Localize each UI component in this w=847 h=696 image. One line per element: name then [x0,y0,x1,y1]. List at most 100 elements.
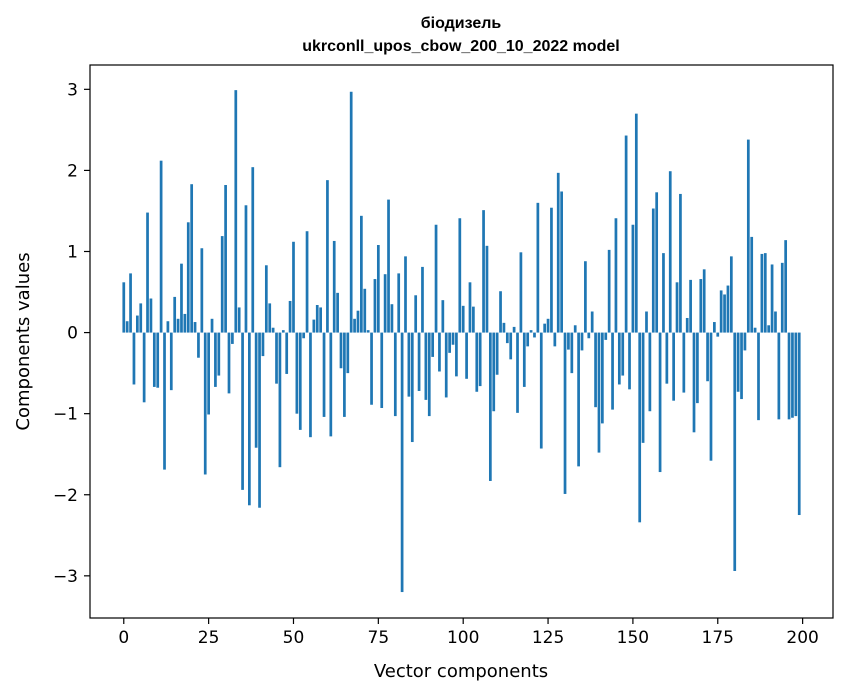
bar [152,332,156,387]
bar [397,273,401,333]
y-axis-label: Components values [13,252,34,430]
x-tick-label: 200 [786,628,818,648]
bar [536,202,540,333]
y-tick-label: −3 [53,567,78,587]
bar [346,332,350,374]
bar [699,279,703,333]
x-tick-label: 125 [532,628,564,648]
bar [224,185,227,333]
bar [295,332,299,414]
bar [370,332,373,405]
bar [563,332,567,494]
bar [180,263,183,333]
bar [292,241,295,333]
bar [472,306,475,333]
bar [356,310,360,333]
bar [478,332,482,387]
bar [319,307,322,333]
bar [322,332,326,417]
bar [529,330,533,333]
bar [146,212,149,333]
bar [427,332,431,417]
y-tick-label: 2 [67,161,78,181]
bar [570,332,574,374]
bar [139,303,143,333]
bar [516,332,519,413]
bar [163,332,166,470]
bar [444,332,448,398]
bar [485,245,489,333]
bar [750,236,754,333]
bar [448,332,451,353]
bar [533,332,536,338]
bar [336,292,339,333]
bar [797,332,801,516]
bar [696,332,699,404]
bar [777,332,781,420]
x-tick-label: 0 [118,628,129,648]
bar [675,282,679,333]
bar [278,332,282,468]
bar [373,279,377,333]
bar [658,332,662,473]
bar [587,332,591,339]
bar [634,113,638,333]
bar [655,192,659,333]
bar [241,332,244,490]
bar [315,305,319,333]
bar [407,332,411,397]
bar [135,315,139,333]
bar [281,330,285,333]
bar [353,318,356,333]
x-axis-label: Vector components [374,661,548,682]
bar [207,332,210,415]
bar [573,325,577,333]
bar [220,236,224,333]
bar [499,291,502,333]
bar [638,332,642,523]
bar [142,332,146,403]
bar [312,319,316,333]
bar [166,321,170,333]
bar [709,332,713,461]
bar [509,332,513,360]
x-tick-label: 50 [283,628,305,648]
bar [757,332,760,421]
bar [258,332,261,508]
bar [285,332,289,374]
bar [149,298,153,333]
bar [682,332,686,393]
bar [743,332,747,351]
bar [672,332,675,401]
bar [248,332,251,506]
bar [791,332,794,418]
plot-frame [89,64,834,619]
x-tick-label: 100 [447,628,479,648]
bar [387,199,390,333]
bar [621,332,625,376]
bar [668,171,672,333]
bar [468,282,472,333]
bar [746,139,750,333]
bar [254,332,258,448]
bar [706,332,709,382]
bar [210,318,214,333]
bar [512,326,516,333]
bar [169,332,173,391]
bar [393,332,397,417]
bar [692,332,696,433]
bar [624,135,628,333]
y-axis-ticks: −3 −2 −1 0 1 2 3 [53,80,90,587]
bar [689,279,692,333]
bar [617,332,621,385]
bar [417,332,421,391]
bar [641,332,645,443]
bar [309,332,312,438]
bar [190,184,194,333]
bar [553,332,557,347]
bar [787,332,791,420]
bar [376,245,380,333]
bar [275,332,278,384]
bar [217,332,221,376]
bar [390,304,394,333]
